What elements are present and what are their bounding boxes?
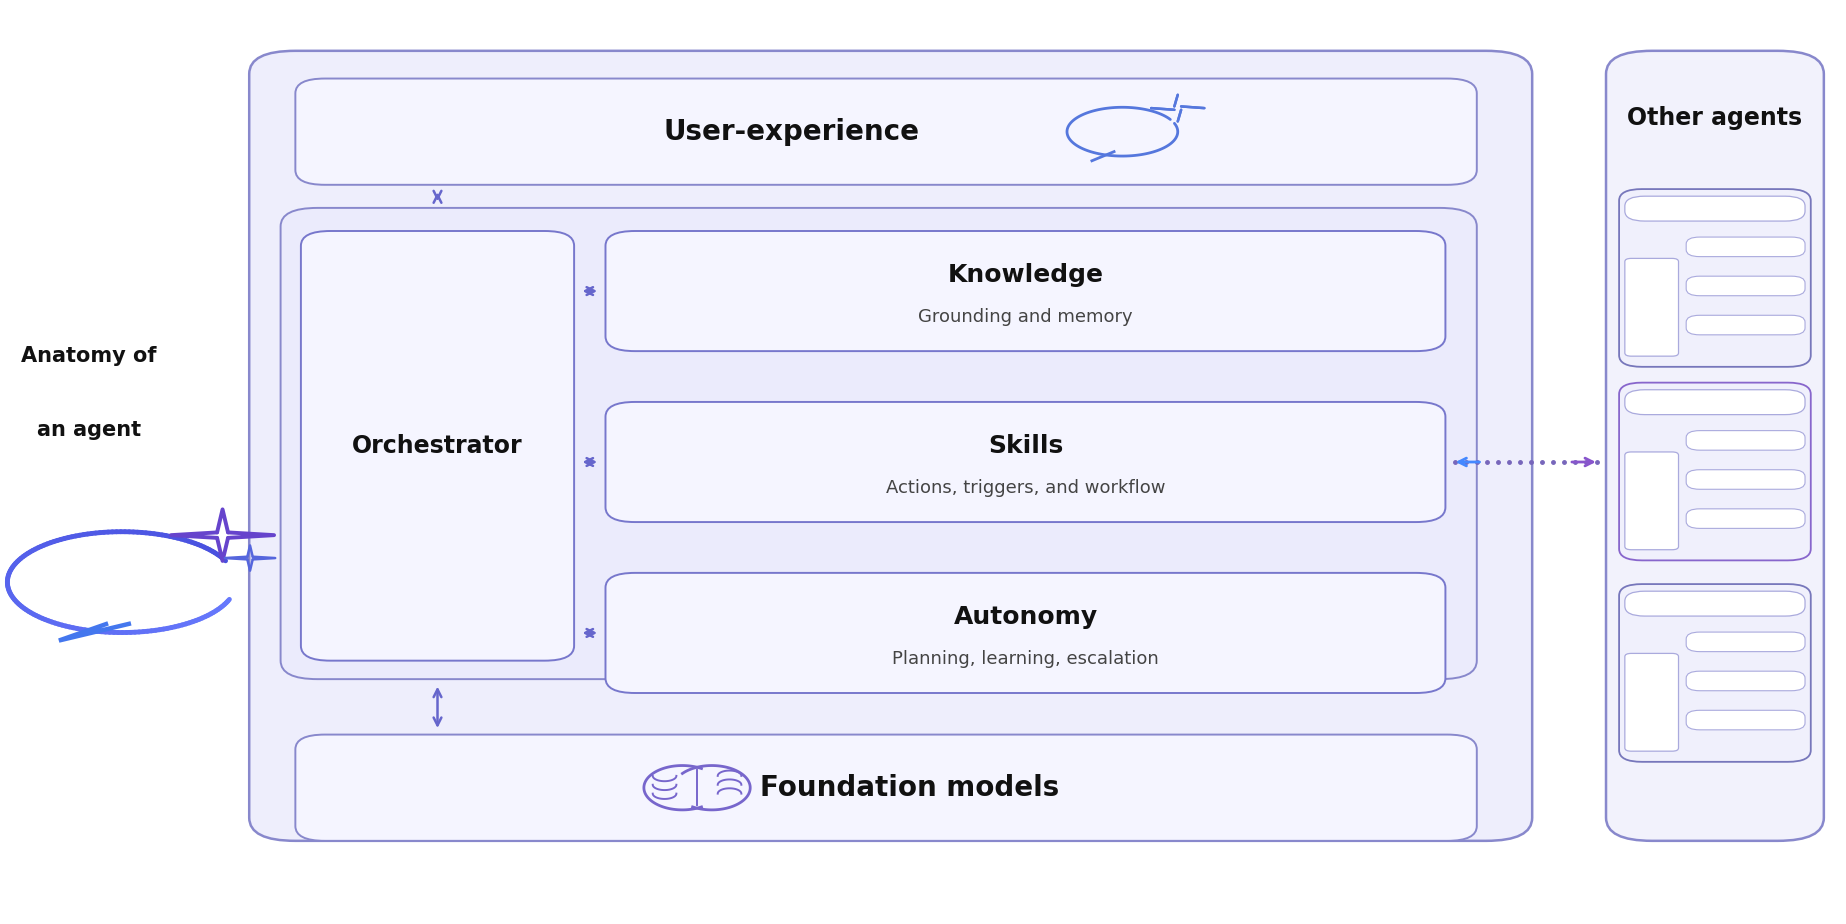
- FancyBboxPatch shape: [1685, 315, 1805, 334]
- FancyBboxPatch shape: [1619, 189, 1811, 367]
- FancyBboxPatch shape: [295, 735, 1477, 841]
- Text: Planning, learning, escalation: Planning, learning, escalation: [892, 650, 1159, 668]
- FancyBboxPatch shape: [1685, 276, 1805, 296]
- FancyBboxPatch shape: [281, 208, 1477, 679]
- FancyBboxPatch shape: [1619, 584, 1811, 761]
- FancyBboxPatch shape: [1624, 653, 1678, 751]
- Text: an agent: an agent: [37, 419, 140, 440]
- Text: Foundation models: Foundation models: [761, 773, 1060, 802]
- FancyBboxPatch shape: [605, 402, 1445, 522]
- FancyBboxPatch shape: [1606, 51, 1824, 841]
- FancyBboxPatch shape: [1624, 259, 1678, 356]
- FancyBboxPatch shape: [1619, 383, 1811, 560]
- Text: Knowledge: Knowledge: [947, 263, 1104, 287]
- FancyBboxPatch shape: [1685, 671, 1805, 691]
- FancyBboxPatch shape: [1685, 237, 1805, 257]
- FancyBboxPatch shape: [1624, 452, 1678, 550]
- Text: Skills: Skills: [988, 434, 1063, 458]
- Text: Orchestrator: Orchestrator: [353, 434, 522, 457]
- FancyBboxPatch shape: [605, 573, 1445, 693]
- FancyBboxPatch shape: [1685, 431, 1805, 450]
- FancyBboxPatch shape: [295, 79, 1477, 185]
- FancyBboxPatch shape: [1624, 390, 1805, 415]
- Text: Other agents: Other agents: [1628, 106, 1802, 130]
- Text: Grounding and memory: Grounding and memory: [917, 309, 1133, 326]
- FancyBboxPatch shape: [1685, 632, 1805, 651]
- Text: Autonomy: Autonomy: [953, 605, 1098, 629]
- FancyBboxPatch shape: [301, 231, 574, 661]
- FancyBboxPatch shape: [1685, 711, 1805, 730]
- Text: User-experience: User-experience: [663, 117, 919, 146]
- Text: Anatomy of: Anatomy of: [20, 346, 157, 366]
- FancyBboxPatch shape: [1624, 196, 1805, 221]
- Text: Actions, triggers, and workflow: Actions, triggers, and workflow: [886, 480, 1165, 497]
- FancyBboxPatch shape: [249, 51, 1532, 841]
- FancyBboxPatch shape: [605, 231, 1445, 351]
- FancyBboxPatch shape: [1624, 591, 1805, 616]
- FancyBboxPatch shape: [1685, 469, 1805, 490]
- FancyBboxPatch shape: [1685, 509, 1805, 529]
